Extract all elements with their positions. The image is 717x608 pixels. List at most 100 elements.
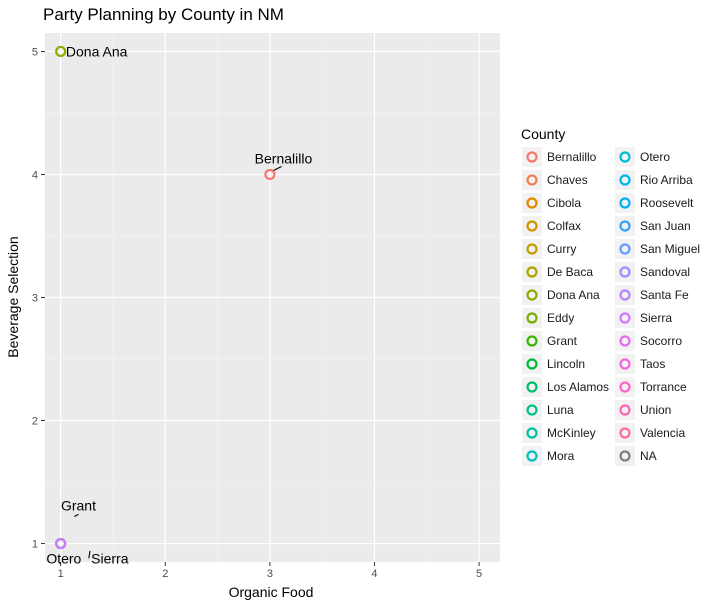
legend-marker [526, 381, 538, 393]
point-label: Otero [46, 550, 81, 566]
legend-label: Roosevelt [640, 196, 694, 210]
legend-key [615, 239, 635, 259]
legend-marker [526, 151, 538, 163]
legend-label: Santa Fe [640, 288, 689, 302]
data-point [55, 537, 67, 550]
legend-key [522, 262, 542, 282]
legend-marker [619, 151, 631, 163]
legend-key [522, 446, 542, 466]
legend-key [615, 400, 635, 420]
label-leader-line [74, 513, 79, 517]
legend-item: Taos [615, 354, 665, 374]
legend-label: Valencia [640, 426, 685, 440]
legend-key [522, 170, 542, 190]
legend-item: Santa Fe [615, 285, 689, 305]
data-point [55, 45, 67, 58]
legend-marker [619, 197, 631, 209]
legend-item: Los Alamos [522, 377, 609, 397]
label-leader-lines [74, 165, 282, 559]
legend-key [615, 147, 635, 167]
legend-marker [526, 427, 538, 439]
point-label: Grant [61, 497, 96, 513]
legend-key [522, 354, 542, 374]
legend-key [522, 147, 542, 167]
legend-item: NA [615, 446, 657, 466]
legend-key [522, 285, 542, 305]
legend-key [615, 331, 635, 351]
legend-item: Union [615, 400, 671, 420]
legend-marker [619, 174, 631, 186]
legend-item: Roosevelt [615, 193, 694, 213]
legend-label: De Baca [547, 265, 593, 279]
legend-label: San Juan [640, 219, 691, 233]
legend-marker [619, 312, 631, 324]
legend-label: McKinley [547, 426, 596, 440]
grid-major [45, 33, 500, 562]
point-label: Dona Ana [66, 43, 128, 59]
legend-label: Colfax [547, 219, 581, 233]
legend-marker [619, 335, 631, 347]
legend-item: Dona Ana [522, 285, 600, 305]
legend-label: Chaves [547, 173, 588, 187]
data-points [55, 45, 276, 550]
legend-item: Luna [522, 400, 574, 420]
legend-item: Sandoval [615, 262, 690, 282]
legend-label: Los Alamos [547, 380, 609, 394]
point-label: Bernalillo [255, 150, 313, 166]
legend-marker [526, 404, 538, 416]
legend-marker [526, 220, 538, 232]
point-labels: Dona Ana Bernalillo Grant Otero Sierra [46, 43, 312, 566]
legend-key [615, 377, 635, 397]
legend-key [615, 216, 635, 236]
legend-marker [619, 266, 631, 278]
legend-item: Torrance [615, 377, 687, 397]
legend-marker [526, 450, 538, 462]
legend-label: Taos [640, 357, 665, 371]
y-tick-label: 1 [32, 539, 38, 551]
x-tick-label: 5 [476, 568, 482, 580]
legend-marker [619, 404, 631, 416]
label-leader-line [272, 165, 282, 172]
legend-item: De Baca [522, 262, 593, 282]
legend-marker [526, 197, 538, 209]
point-label: Sierra [91, 550, 129, 566]
legend-marker [526, 312, 538, 324]
legend-item: McKinley [522, 423, 596, 443]
legend-label: San Miguel [640, 242, 700, 256]
legend-marker [619, 427, 631, 439]
legend-key [615, 262, 635, 282]
x-axis-title: Organic Food [229, 584, 314, 600]
legend-item: Grant [522, 331, 578, 351]
y-axis-title: Beverage Selection [5, 236, 21, 357]
legend-label: NA [640, 449, 657, 463]
legend-marker [526, 174, 538, 186]
legend-marker [619, 220, 631, 232]
legend-key [522, 377, 542, 397]
legend-marker [619, 243, 631, 255]
x-tick-label: 2 [162, 568, 168, 580]
legend-label: Grant [547, 334, 578, 348]
legend-label: Torrance [640, 380, 687, 394]
legend-label: Cibola [547, 196, 581, 210]
y-tick-label: 3 [32, 293, 38, 305]
legend-label: Curry [547, 242, 576, 256]
x-tick-label: 3 [267, 568, 273, 580]
legend-label: Rio Arriba [640, 173, 693, 187]
legend-key [615, 446, 635, 466]
legend-marker [619, 289, 631, 301]
legend-key [522, 423, 542, 443]
legend-key [615, 285, 635, 305]
legend-label: Bernalillo [547, 150, 597, 164]
y-tick-label: 4 [32, 169, 38, 181]
legend-key [615, 308, 635, 328]
legend-item: Cibola [522, 193, 581, 213]
legend-item: Bernalillo [522, 147, 597, 167]
legend-label: Mora [547, 449, 575, 463]
legend-label: Union [640, 403, 671, 417]
legend-label: Otero [640, 150, 670, 164]
legend-key [522, 193, 542, 213]
legend-item: Otero [615, 147, 670, 167]
chart-title: Party Planning by County in NM [43, 5, 284, 24]
legend-item: Valencia [615, 423, 685, 443]
legend-marker [619, 358, 631, 370]
